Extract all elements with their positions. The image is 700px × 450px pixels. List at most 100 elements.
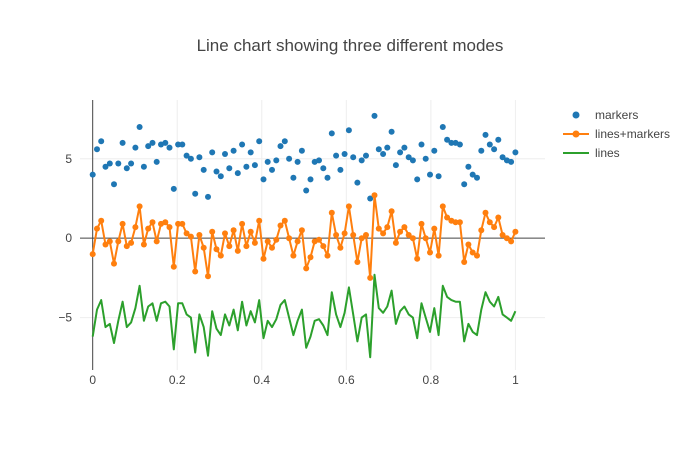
data-point [397, 228, 404, 235]
data-point [217, 173, 224, 180]
data-point [303, 187, 310, 194]
data-point [128, 160, 135, 167]
data-point [482, 131, 489, 138]
data-point [422, 155, 429, 162]
data-point [495, 136, 502, 143]
legend-label: markers [595, 108, 638, 122]
data-point [427, 249, 433, 256]
data-point [354, 259, 361, 265]
data-point [384, 224, 391, 231]
data-point [222, 230, 228, 237]
data-point [222, 151, 228, 157]
data-point [333, 232, 340, 238]
data-point [196, 154, 203, 161]
data-point [123, 165, 130, 172]
data-point [465, 241, 472, 248]
data-point [469, 249, 476, 256]
data-point [384, 144, 391, 151]
data-point [140, 241, 147, 248]
data-point [230, 147, 237, 154]
data-point [132, 144, 139, 151]
data-point [324, 252, 331, 259]
data-point [405, 154, 412, 161]
data-point [448, 139, 455, 146]
y-tick-label: 0 [65, 231, 72, 245]
data-point [392, 239, 399, 246]
x-tick-label: 0 [89, 373, 96, 387]
data-point [183, 230, 190, 237]
data-point [474, 252, 480, 259]
legend: markers lines+markers lines [563, 108, 670, 160]
legend-marker-swatch [572, 111, 580, 119]
data-point [256, 138, 263, 145]
data-point [427, 171, 433, 178]
data-point [132, 224, 139, 231]
legend-label: lines+markers [595, 127, 670, 141]
data-point [486, 219, 493, 226]
data-point [243, 243, 250, 250]
data-point [111, 181, 117, 188]
data-point [320, 165, 327, 172]
data-point [354, 179, 361, 186]
legend-label: lines [595, 146, 620, 160]
data-point [149, 139, 156, 146]
x-tick-label: 0.4 [253, 373, 270, 387]
data-point [431, 147, 438, 154]
data-point [183, 152, 190, 159]
data-point [414, 255, 421, 262]
data-point [187, 155, 194, 162]
data-point [350, 232, 357, 238]
data-point [337, 166, 344, 173]
data-point [414, 176, 421, 183]
data-point [435, 252, 442, 259]
data-point [94, 225, 100, 232]
data-point [200, 244, 207, 251]
plot-area [89, 112, 519, 359]
data-point [98, 217, 105, 224]
data-point [333, 152, 340, 159]
data-point [89, 251, 96, 258]
data-point [239, 220, 246, 227]
data-point [512, 228, 519, 235]
data-point [328, 209, 335, 216]
data-point [251, 162, 258, 169]
data-point [444, 136, 451, 143]
data-point [209, 149, 216, 156]
data-point [251, 239, 258, 246]
data-point [491, 224, 498, 231]
data-point [371, 192, 378, 199]
data-point [170, 185, 177, 192]
data-point [328, 130, 335, 137]
data-point [316, 236, 322, 243]
data-point [499, 232, 506, 238]
data-point [375, 146, 382, 153]
data-point [273, 236, 280, 243]
data-point [298, 227, 305, 234]
data-point [123, 243, 130, 250]
data-point [341, 230, 348, 237]
data-point [205, 193, 211, 200]
data-point [508, 158, 515, 165]
data-point [294, 158, 301, 165]
data-point [162, 139, 169, 146]
data-point [375, 225, 382, 232]
data-point [119, 139, 126, 146]
data-point [149, 219, 156, 226]
legend-item: lines [563, 146, 620, 160]
data-point [196, 232, 203, 238]
data-point [111, 260, 117, 267]
data-point [115, 160, 122, 167]
series-markers [89, 112, 519, 202]
data-point [461, 181, 468, 188]
data-point [89, 171, 96, 178]
data-point [234, 247, 241, 254]
data-point [503, 235, 510, 242]
data-point [145, 143, 152, 150]
data-point [478, 147, 485, 154]
data-point [456, 141, 463, 148]
data-point [456, 219, 463, 226]
x-tick-label: 1 [512, 373, 519, 387]
data-point [358, 235, 365, 242]
axes: 0 0.2 0.4 0.6 0.8 1 −5 0 5 [58, 100, 545, 387]
